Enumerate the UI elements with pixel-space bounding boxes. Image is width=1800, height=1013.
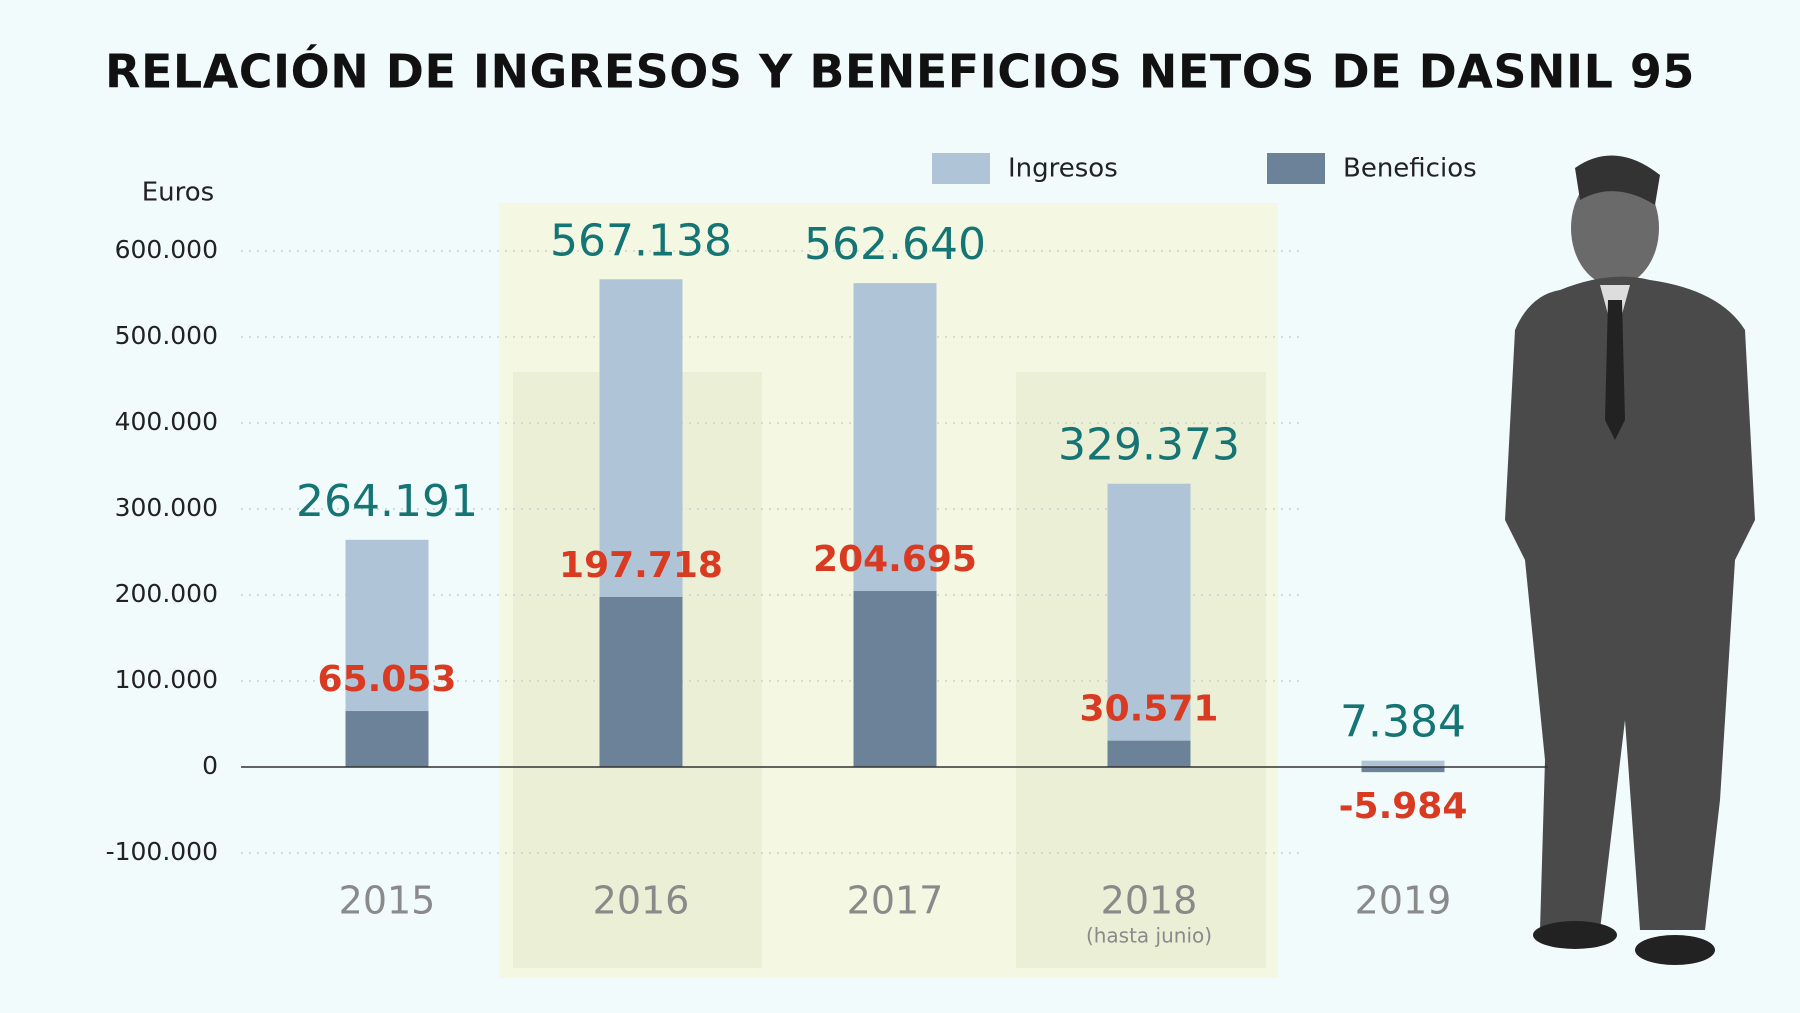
bar <box>1361 767 1445 773</box>
value-label: 329.373 <box>1058 420 1240 471</box>
person-illustration <box>1505 155 1755 965</box>
bar <box>1107 740 1191 767</box>
value-label: 65.053 <box>318 659 457 700</box>
y-tick-label: 0 <box>202 751 218 780</box>
value-label: -5.984 <box>1339 786 1468 827</box>
bar <box>599 596 683 767</box>
legend-swatch <box>1267 153 1325 184</box>
y-tick-label: 600.000 <box>115 235 218 264</box>
y-tick-label: 200.000 <box>115 579 218 608</box>
y-tick-label: 300.000 <box>115 493 218 522</box>
bar <box>345 711 429 767</box>
value-label: 197.718 <box>559 545 723 586</box>
value-label: 562.640 <box>804 219 986 270</box>
value-label: 30.571 <box>1080 689 1219 730</box>
y-tick-label: -100.000 <box>106 837 218 866</box>
y-axis-label: Euros <box>142 178 214 208</box>
x-tick-label: 2016 <box>593 879 690 923</box>
value-label: 7.384 <box>1340 697 1466 748</box>
y-tick-label: 500.000 <box>115 321 218 350</box>
legend-label: Ingresos <box>1008 154 1118 184</box>
category-note: (hasta junio) <box>1086 924 1212 948</box>
x-tick-label: 2017 <box>847 879 944 923</box>
x-tick-label: 2019 <box>1355 879 1452 923</box>
y-tick-label: 400.000 <box>115 407 218 436</box>
bar <box>1107 483 1191 767</box>
chart-title: RELACIÓN DE INGRESOS Y BENEFICIOS NETOS … <box>105 45 1695 99</box>
bar <box>1361 760 1445 767</box>
value-label: 264.191 <box>296 476 478 527</box>
bar <box>853 590 937 767</box>
legend-swatch <box>932 153 990 184</box>
value-label: 567.138 <box>550 215 732 266</box>
value-label: 204.695 <box>813 539 977 580</box>
legend-label: Beneficios <box>1343 154 1477 184</box>
x-tick-label: 2018 <box>1101 879 1198 923</box>
x-tick-label: 2015 <box>339 879 436 923</box>
y-tick-label: 100.000 <box>115 665 218 694</box>
